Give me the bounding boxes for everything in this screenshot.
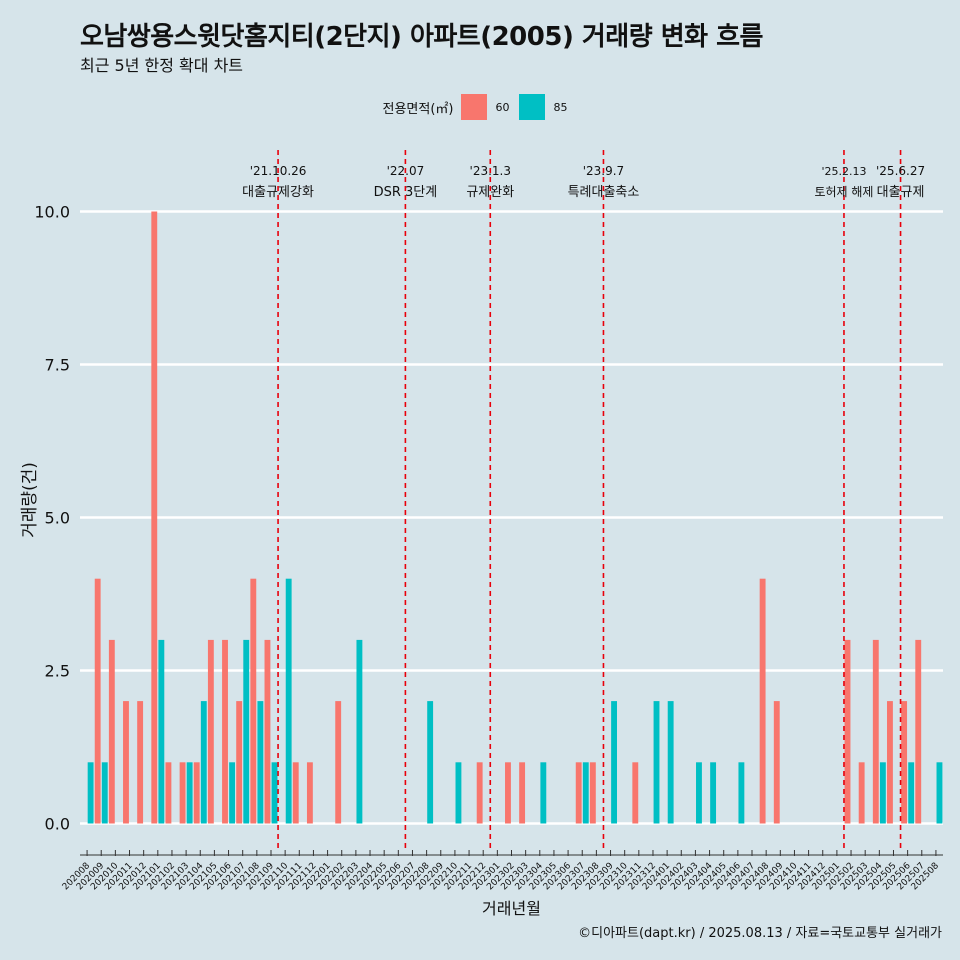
bar-85-202009 <box>101 762 108 824</box>
event-label: DSR 3단계 <box>374 185 438 200</box>
event-date: '23.9.7 <box>583 164 624 178</box>
bar-60-202111 <box>292 762 299 824</box>
event-label: 규제완화 <box>466 185 514 200</box>
bar-60-202202 <box>335 701 342 824</box>
bar-60-202011 <box>123 701 129 824</box>
y-axis: 0.0 2.5 5.0 7.5 10.0 거래량(건) <box>20 203 70 834</box>
event-lines: '21.10.26 대출규제강화 '22.07 DSR 3단계 '23.1.3 규제완화 '… <box>242 150 925 850</box>
bar-60-202308 <box>589 762 596 824</box>
caption: ©디아파트(dapt.kr) / 2025.08.13 / 자료=국토교통부 실… <box>578 926 942 941</box>
bar-85-202109 <box>271 762 278 824</box>
event-label: 대출규제 <box>877 185 925 200</box>
bar-85-202203 <box>356 639 363 824</box>
bar-60-202106 <box>222 639 228 824</box>
bar-60-202105 <box>207 639 214 824</box>
bar-85-202506 <box>908 762 915 824</box>
bar-60-202212 <box>476 762 483 824</box>
y-tick-label: 2.5 <box>45 662 70 681</box>
bar-85-202101 <box>158 639 165 824</box>
bar-85-202508 <box>936 762 943 824</box>
bar-85-202309 <box>611 701 618 824</box>
legend-title: 전용면적(㎡) <box>382 101 454 117</box>
bar-60-202302 <box>505 762 511 824</box>
bar-85-202106 <box>229 762 236 824</box>
bar-85-202304 <box>540 762 547 824</box>
bar-60-202103 <box>179 762 186 824</box>
bar-85-202403 <box>696 762 702 824</box>
event-date: '23.1.3 <box>470 164 511 178</box>
event-label: 특례대출축소 <box>568 185 640 200</box>
legend-label-85: 85 <box>553 100 568 114</box>
bar-60-202507 <box>915 639 922 824</box>
bar-85-202103 <box>186 762 193 824</box>
chart-subtitle: 최근 5년 한정 확대 차트 <box>80 56 244 75</box>
y-tick-label: 5.0 <box>45 509 70 528</box>
bar-60-202112 <box>306 762 313 824</box>
bar-85-202404 <box>710 762 717 824</box>
bar-60-202311 <box>632 762 639 824</box>
legend-swatch-60 <box>461 94 488 120</box>
y-tick-label: 0.0 <box>45 815 70 834</box>
bar-60-202303 <box>519 762 526 824</box>
bar-60-202505 <box>887 701 893 824</box>
y-tick-label: 7.5 <box>45 356 70 375</box>
event-date: '21.10.26 <box>250 164 307 178</box>
bar-85-202307 <box>582 762 589 824</box>
y-axis-title: 거래량(건) <box>20 462 40 538</box>
chart-title: 오남쌍용스윗닷홈지티(2단지) 아파트(2005) 거래량 변화 흐름 <box>80 22 763 52</box>
bar-85-202401 <box>667 701 674 824</box>
legend-label-60: 60 <box>495 100 510 114</box>
bar-60-202108 <box>250 578 257 824</box>
bar-60-202104 <box>193 762 200 824</box>
bar-60-202408 <box>759 578 766 824</box>
y-tick-label: 10.0 <box>34 203 70 222</box>
event-date: '25.2.13 <box>821 165 866 178</box>
legend: 전용면적(㎡) 60 85 <box>0 93 960 121</box>
bar-60-202504 <box>872 639 879 824</box>
bar-85-202104 <box>200 701 207 824</box>
bar-60-202506 <box>901 701 908 824</box>
bar-85-202504 <box>879 762 886 824</box>
event-date: '22.07 <box>387 164 425 178</box>
event-date: '25.6.27 <box>876 164 925 178</box>
bar-60-202409 <box>773 701 780 824</box>
bar-85-202406 <box>738 762 745 824</box>
x-axis-title: 거래년월 <box>482 899 541 918</box>
bar-60-202109 <box>264 639 271 824</box>
bar-85-202208 <box>427 701 434 824</box>
bar-60-202503 <box>858 762 865 824</box>
bar-60-202107 <box>236 701 243 824</box>
bar-85-202110 <box>285 578 292 824</box>
bar-60-202010 <box>108 639 115 824</box>
bar-60-202502 <box>844 639 851 824</box>
bar-60-202101 <box>151 211 158 824</box>
legend-swatch-85 <box>519 94 546 120</box>
bar-85-202312 <box>653 701 660 824</box>
bar-85-202108 <box>257 701 264 824</box>
bar-85-202107 <box>243 639 250 824</box>
bar-85-202210 <box>455 762 462 824</box>
bar-60-202307 <box>575 762 582 824</box>
bar-60-202012 <box>137 701 144 824</box>
bars <box>87 211 943 824</box>
bar-85-202008 <box>87 762 94 824</box>
bar-60-202102 <box>165 762 172 824</box>
x-axis: 2020082020092020102020112020122021012021… <box>61 850 943 918</box>
event-label: 대출규제강화 <box>242 185 314 200</box>
bar-60-202009 <box>94 578 101 824</box>
event-label: 토허제 해제 <box>814 185 873 199</box>
